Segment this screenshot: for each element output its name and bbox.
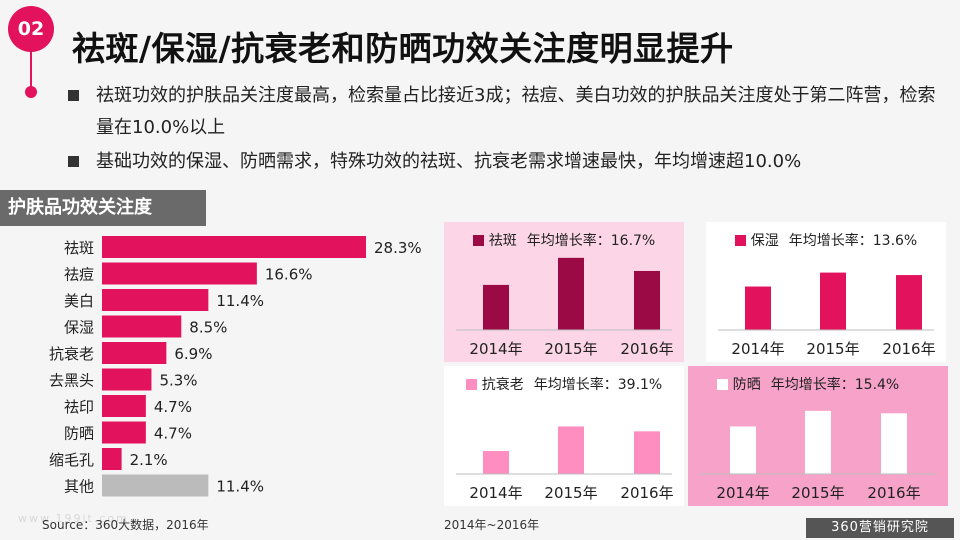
legend-growth-rate: 年均增长率：16.7% (526, 233, 656, 249)
hbar-category-label: 其他 (64, 478, 94, 496)
panel-legend: 保湿 年均增长率：13.6% (706, 230, 946, 250)
panel-bar-1 (745, 286, 771, 330)
panel-bar-3 (634, 270, 660, 330)
hbar-category-label: 缩毛孔 (49, 451, 94, 469)
panel-bar-2 (558, 257, 584, 330)
hbar-category-label: 祛印 (64, 398, 94, 416)
panel-bar-3 (634, 431, 660, 474)
hbar-category-label: 抗衰老 (49, 345, 94, 363)
hbar-value-label: 2.1% (130, 451, 168, 469)
panel-bar-3 (896, 275, 922, 330)
brand-logo: 360营销研究院 (806, 518, 954, 538)
x-tick-label: 2014年 (716, 484, 769, 502)
legend-swatch (472, 235, 484, 246)
panel-spot-removal: 2014年 2015年 2016年 祛斑 年均增长率：16.7% (444, 222, 684, 362)
hbar-value-label: 16.6% (265, 266, 313, 284)
x-tick-label: 2014年 (469, 484, 522, 502)
panel-bar-2 (805, 410, 831, 474)
page-title: 祛斑/保湿/抗衰老和防晒功效关注度明显提升 (72, 29, 734, 68)
panel-chart: 2014年 2015年 2016年 (688, 366, 948, 506)
section-header: 护肤品功效关注度 (0, 190, 206, 226)
hbar-1 (102, 236, 366, 258)
hbar-value-label: 5.3% (159, 372, 197, 390)
source-note: Source：360大数据，2016年 (42, 518, 209, 532)
watermark: www.199it.com (18, 512, 129, 525)
panel-sunscreen: 2014年 2015年 2016年 防晒 年均增长率：15.4% (688, 366, 948, 506)
legend-swatch (734, 235, 746, 246)
slide-number: 02 (17, 18, 45, 40)
hbar-6 (102, 368, 152, 391)
hbar-3 (102, 289, 209, 311)
hbar-5 (102, 342, 167, 364)
hbar-10 (102, 474, 209, 497)
x-tick-label: 2016年 (867, 484, 920, 502)
slide-number-connector (30, 52, 32, 90)
panel-bar-2 (558, 426, 584, 474)
hbar-value-label: 11.4% (216, 478, 264, 496)
x-tick-label: 2016年 (882, 340, 935, 358)
hbar-category-label: 祛痘 (64, 266, 94, 284)
panel-legend: 抗衰老 年均增长率：39.1% (444, 374, 684, 394)
panel-moisturizing: 2014年 2015年 2016年 保湿 年均增长率：13.6% (706, 222, 946, 362)
legend-growth-rate: 年均增长率：15.4% (770, 377, 900, 393)
panel-anti-aging: 2014年 2015年 2016年 抗衰老 年均增长率：39.1% (444, 366, 684, 506)
legend-series-name: 防晒 (732, 377, 761, 393)
slide-number-dot (25, 86, 37, 98)
panel-legend: 防晒 年均增长率：15.4% (688, 374, 928, 394)
legend-growth-rate: 年均增长率：39.1% (533, 377, 663, 393)
hbar-category-label: 祛斑 (64, 239, 94, 257)
panel-bar-1 (483, 284, 509, 330)
x-tick-label: 2016年 (620, 484, 673, 502)
bullet-list: 祛斑功效的护肤品关注度最高，检索量占比接近3成；祛痘、美白功效的护肤品关注度处于… (66, 80, 946, 178)
x-tick-label: 2016年 (620, 340, 673, 358)
panel-chart: 2014年 2015年 2016年 (444, 366, 684, 506)
period-note: 2014年~2016年 (444, 518, 540, 532)
hbar-category-label: 美白 (64, 292, 94, 310)
legend-series-name: 祛斑 (488, 233, 517, 249)
x-tick-label: 2014年 (731, 340, 784, 358)
panel-chart: 2014年 2015年 2016年 (706, 222, 946, 362)
hbar-7 (102, 395, 146, 417)
slide-number-badge: 02 (8, 6, 54, 52)
hbar-category-label: 保湿 (64, 319, 94, 337)
hbar-value-label: 11.4% (216, 292, 264, 310)
hbar-8 (102, 421, 146, 444)
legend-growth-rate: 年均增长率：13.6% (788, 233, 918, 249)
x-tick-label: 2015年 (544, 484, 597, 502)
panel-legend: 祛斑 年均增长率：16.7% (444, 230, 684, 250)
hbar-value-label: 4.7% (154, 398, 192, 416)
hbar-category-label: 去黑头 (49, 372, 94, 390)
hbar-value-label: 8.5% (189, 319, 227, 337)
hbar-9 (102, 448, 122, 470)
legend-series-name: 抗衰老 (481, 377, 524, 393)
hbar-value-label: 28.3% (374, 239, 422, 257)
hbar-value-label: 6.9% (174, 345, 212, 363)
legend-series-name: 保湿 (750, 233, 779, 249)
panel-bar-2 (820, 272, 846, 330)
hbar-4 (102, 315, 182, 338)
legend-swatch (716, 379, 728, 390)
bullet-item: 基础功效的保湿、防晒需求，特殊功效的祛斑、抗衰老需求增速最快，年均增速超10.0… (66, 146, 946, 178)
attention-hbar-chart: 祛斑 28.3% 祛痘 16.6% 美白 11.4% 保湿 8.5% 抗衰老 6.9% 去黑头 5.3… (49, 236, 422, 497)
hbar-value-label: 4.7% (154, 425, 192, 443)
bullet-item: 祛斑功效的护肤品关注度最高，检索量占比接近3成；祛痘、美白功效的护肤品关注度处于… (66, 80, 946, 144)
x-tick-label: 2015年 (544, 340, 597, 358)
panel-bar-3 (881, 413, 907, 474)
x-tick-label: 2015年 (791, 484, 844, 502)
hbar-category-label: 防晒 (64, 425, 94, 443)
legend-swatch (465, 379, 477, 390)
x-tick-label: 2014年 (469, 340, 522, 358)
panel-chart: 2014年 2015年 2016年 (444, 222, 684, 362)
hbar-2 (102, 262, 257, 285)
x-tick-label: 2015年 (806, 340, 859, 358)
panel-bar-1 (730, 426, 756, 474)
panel-bar-1 (483, 451, 509, 474)
